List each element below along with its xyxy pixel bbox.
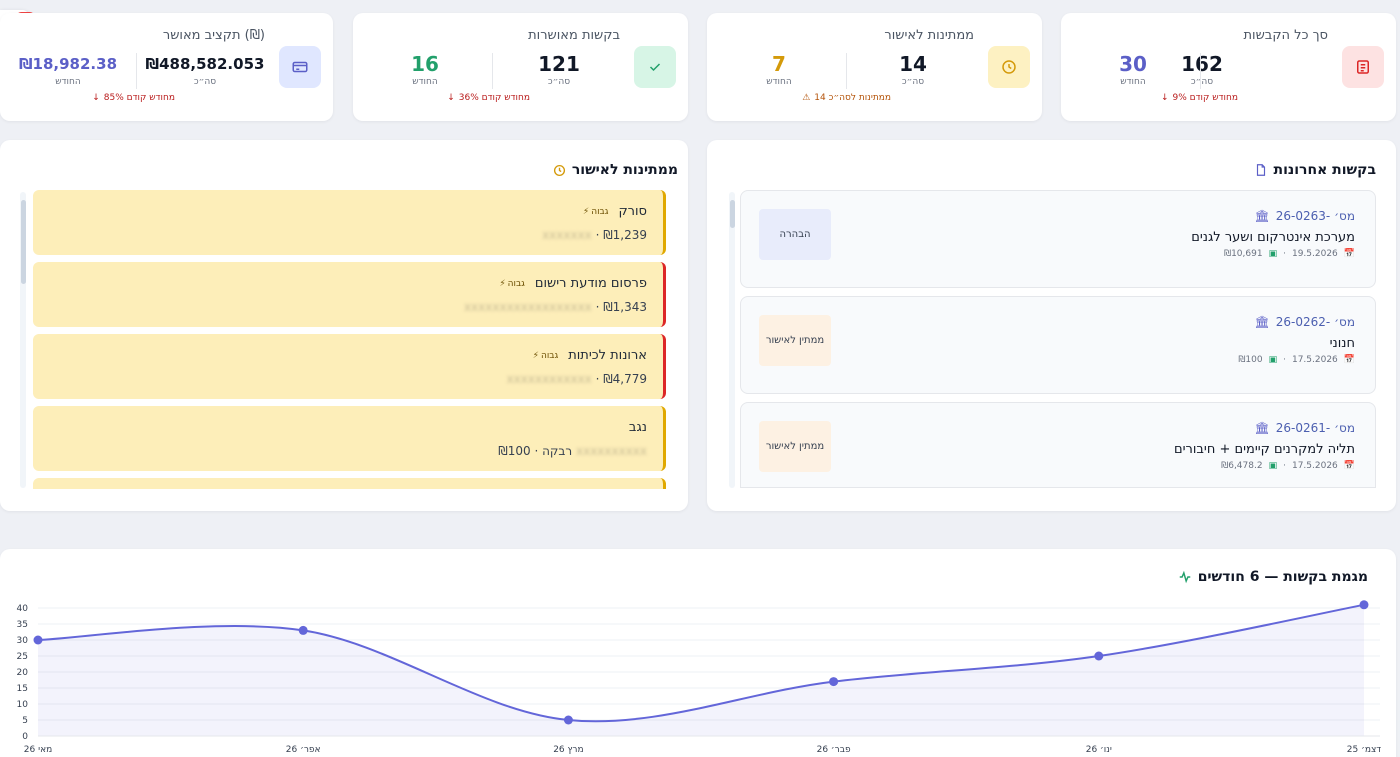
priority-badge: גבוה ⚡ xyxy=(582,206,609,217)
pending-item-amount: ₪4,779 xyxy=(603,372,647,386)
building-icon: 🏛 xyxy=(1254,315,1270,329)
recent-scroll-thumb[interactable] xyxy=(730,200,735,228)
stat-total-value: 162 xyxy=(1181,52,1223,76)
clock-icon xyxy=(553,164,565,176)
stat-title: סך כל הקבשות xyxy=(1243,28,1328,43)
stat-trend: ↓ 36% מחודש קודם xyxy=(447,93,530,103)
pending-item[interactable]: נגב xxxxxxxxxx רבקה · ₪100 xyxy=(33,406,666,471)
stat-total-value: 14 xyxy=(899,52,927,76)
stat-total-value: ₪488,582.053 xyxy=(145,55,265,73)
stat-month-value: 7 xyxy=(772,52,786,76)
request-item[interactable]: ממתין לאישור מס׳ -26-0262 🏛 חנוני 📅 17.5.2… xyxy=(740,296,1376,394)
stat-warning: ⚠ 14 ממתינות לסה״כ xyxy=(802,93,891,103)
request-date: 19.5.2026 xyxy=(1291,249,1338,259)
trend-chart-title: מגמת בקשות — 6 חודשים xyxy=(1178,569,1368,585)
stat-total-label: סה״כ xyxy=(547,77,571,87)
request-amount: ₪6,478.2 xyxy=(1221,461,1263,471)
arrow-down-icon: ↓ xyxy=(92,93,100,103)
document-icon xyxy=(1342,46,1384,88)
calendar-icon: 📅 xyxy=(1343,461,1355,471)
stat-month-label: החודש xyxy=(766,77,792,87)
stat-card-total: סך כל הקבשות 162 סה״כ 30 החודש ↓ 9% מחודש ק… xyxy=(1061,13,1396,121)
request-date: 17.5.2026 xyxy=(1291,461,1338,471)
pending-item-requester: רבקה xyxy=(542,444,573,458)
pending-item-title: סורק xyxy=(618,204,647,219)
clock-icon xyxy=(988,46,1030,88)
request-number: מס׳ -26-0262 xyxy=(1275,315,1355,329)
wallet-icon: ▣ xyxy=(1268,249,1278,259)
stat-card-approved: בקשות מאושרות 121 סה״כ 16 החודש ↓ 36% מחודש… xyxy=(353,13,688,121)
request-title: תליה למקרנים קיימים + חיבורים xyxy=(1173,442,1355,457)
recent-scrollbar[interactable] xyxy=(729,192,735,488)
calendar-icon: 📅 xyxy=(1343,249,1355,259)
request-title: מערכת אינטרקום ושער לגנים xyxy=(1191,230,1355,245)
request-item[interactable]: הבהרה מס׳ -26-0263 🏛 מערכת אינטרקום ושער … xyxy=(740,190,1376,288)
arrow-down-icon: ↓ xyxy=(1160,93,1169,103)
stat-trend: ↓ 85% מחודש קודם xyxy=(92,93,175,103)
status-badge: הבהרה xyxy=(759,209,831,260)
pending-scrollbar[interactable] xyxy=(20,192,26,488)
stat-title: תקציב מאושר (₪) xyxy=(162,28,265,43)
file-icon xyxy=(1256,164,1265,176)
stat-total-label: סה״כ xyxy=(1190,77,1214,87)
bolt-icon: ⚡ xyxy=(532,350,539,361)
recent-requests-title: בקשות אחרונות xyxy=(1254,162,1376,178)
stat-title: בקשות מאושרות xyxy=(528,28,620,43)
status-badge: ממתין לאישור xyxy=(759,421,831,472)
stat-month-label: החודש xyxy=(412,77,438,87)
wallet-icon: ▣ xyxy=(1268,355,1278,365)
pending-item[interactable]: פרסום מודעת רישום גבוה ⚡ xxxxxxxxxxxxxxxxx… xyxy=(33,262,666,327)
request-title: חנוני xyxy=(1329,336,1355,351)
stat-total-label: סה״כ xyxy=(901,77,925,87)
stat-month-value: 16 xyxy=(411,52,439,76)
stat-title: ממתינות לאישור xyxy=(884,28,974,43)
status-badge: ממתין לאישור xyxy=(759,315,831,366)
stat-trend: ↓ 9% מחודש קודם xyxy=(1160,93,1238,103)
request-amount: ₪10,691 xyxy=(1224,249,1263,259)
stat-month-label: החודש xyxy=(1120,77,1146,87)
calendar-icon: 📅 xyxy=(1343,355,1355,365)
stat-total-value: 121 xyxy=(538,52,580,76)
pending-item-amount: ₪100 xyxy=(498,444,531,458)
pending-item-title: פרסום מודעת רישום xyxy=(534,276,647,291)
activity-icon xyxy=(1179,570,1190,584)
bolt-icon: ⚡ xyxy=(582,206,590,217)
pending-item[interactable] xyxy=(33,478,666,489)
stat-total-label: סה״כ xyxy=(193,77,217,87)
stat-card-pending: ממתינות לאישור 14 סה״כ 7 החודש ⚠ 14 ממתינות… xyxy=(707,13,1042,121)
priority-badge: גבוה ⚡ xyxy=(532,350,559,361)
warning-icon: ⚠ xyxy=(802,93,811,103)
check-icon xyxy=(634,46,676,88)
pending-item-amount: ₪1,239 xyxy=(603,228,647,242)
pending-item-title: ארונות לכיתות xyxy=(568,348,647,363)
wallet-icon: ▣ xyxy=(1268,461,1278,471)
pending-scroll-thumb[interactable] xyxy=(21,200,26,284)
bolt-icon: ⚡ xyxy=(499,278,506,289)
arrow-down-icon: ↓ xyxy=(447,93,455,103)
request-date: 17.5.2026 xyxy=(1291,355,1338,365)
stat-month-value: ₪18,982.38 xyxy=(18,55,118,73)
pending-item-amount: ₪1,343 xyxy=(603,300,647,314)
building-icon: 🏛 xyxy=(1254,209,1270,223)
building-icon: 🏛 xyxy=(1254,421,1270,435)
request-amount: ₪100 xyxy=(1238,355,1263,365)
stat-month-label: החודש xyxy=(55,77,81,87)
stat-month-value: 30 xyxy=(1119,52,1147,76)
stat-card-budget: תקציב מאושר (₪) ₪488,582.053 סה״כ ₪18,982… xyxy=(0,13,333,121)
pending-item[interactable]: סורק גבוה ⚡ xxxxxxx · ₪1,239 xyxy=(33,190,666,255)
request-number: מס׳ -26-0263 xyxy=(1275,209,1355,223)
pending-item-title: נגב xyxy=(628,420,647,435)
request-item[interactable]: ממתין לאישור מס׳ -26-0261 🏛 תליה למקרנים … xyxy=(740,402,1376,488)
priority-badge: גבוה ⚡ xyxy=(499,278,525,289)
pending-approvals-title: ממתינות לאישור xyxy=(553,162,678,178)
credit-card-icon xyxy=(279,46,321,88)
pending-item[interactable]: ארונות לכיתות גבוה ⚡ xxxxxxxxxxxx · ₪4,779 xyxy=(33,334,666,399)
request-number: מס׳ -26-0261 xyxy=(1275,421,1355,435)
